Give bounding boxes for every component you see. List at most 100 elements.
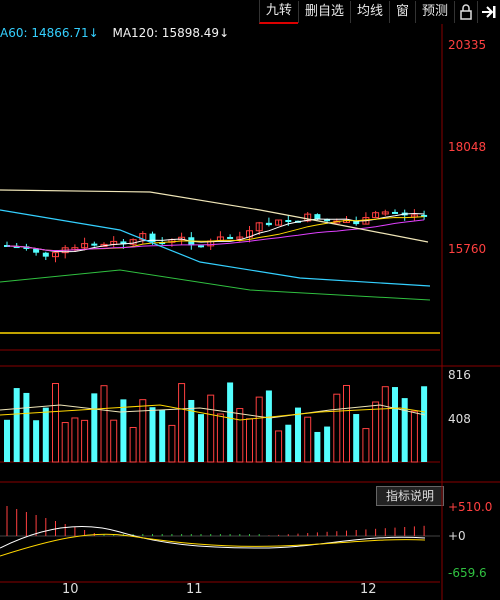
volume-bar [120,399,127,462]
volume-bar [81,419,89,463]
volume-bar [401,398,408,462]
candle-body [42,252,49,257]
candle-body [227,236,234,239]
moving-average-legend: A60: 14866.71↓ MA120: 15898.49↓ [0,26,229,40]
ma120-value: MA120: 15898.49↓ [112,26,230,40]
macd-dif-line [0,525,426,549]
volume-bar [207,394,215,463]
candle-body [236,236,244,240]
volume-bar [23,392,30,462]
volume-bar [381,386,389,463]
ma120-line [0,189,429,243]
chart-toolbar: 九转 删自选 均线 窗 预测 [258,0,500,24]
candle-body [381,211,389,215]
toolbar-remove-watchlist-button[interactable]: 删自选 [297,1,350,23]
volume-bar [168,424,176,463]
volume-bar [227,382,234,462]
lock-icon[interactable] [454,1,477,23]
candle-body [314,214,321,219]
volume-bar [275,430,283,463]
volume-bar [100,385,108,463]
volume-bar [71,417,79,463]
volume-bar [149,407,156,462]
volume-bar [285,424,292,462]
volume-bar [61,422,69,463]
price-axis-mid: 18048 [448,140,487,154]
candle-body [324,218,331,222]
volume-ma2-line [0,404,426,421]
ma30-line [0,269,431,301]
volume-bar [198,414,204,462]
volume-bar [324,426,331,462]
ma5-line [6,212,425,253]
toolbar-window-button[interactable]: 窗 [388,1,415,23]
candle-body [372,212,380,219]
volume-bar [188,399,195,462]
candle-body [149,233,156,243]
volume-bar [236,408,244,463]
candle-body [52,252,59,258]
price-axis-low: 15760 [448,242,487,256]
candle-body [265,222,272,226]
toolbar-jiuzhuan-button[interactable]: 九转 [258,0,298,24]
candle-body [421,214,428,217]
macd-axis-zero: +0 [448,529,466,543]
candle-body [23,246,30,249]
candle-body [353,220,360,225]
volume-bar [110,419,118,463]
toolbar-moving-average-button[interactable]: 均线 [349,1,389,23]
candle-body [81,243,89,249]
volume-bar [421,386,428,462]
candle-body [392,211,398,214]
macd-axis-high: +510.0 [448,500,493,514]
date-label-12: 12 [360,582,377,597]
macd-dea-line [0,533,426,557]
candle-body [275,219,283,226]
volume-bar [372,401,380,463]
volume-bar [265,390,272,462]
candle-body [159,242,166,245]
volume-bar [139,399,147,463]
volume-axis-mid: 408 [448,412,471,426]
volume-ma-line [0,404,426,419]
volume-bar [4,419,10,462]
candle-body [91,243,98,246]
volume-bar [314,431,321,462]
volume-bar [33,420,40,462]
volume-bar [159,410,166,462]
volume-bar [216,413,224,463]
volume-bar [13,388,20,462]
candle-body [198,245,204,248]
candle-body [255,222,263,232]
ma60-value: A60: 14866.71↓ [0,26,99,40]
volume-bar [333,393,341,463]
volume-bar [304,416,312,463]
volume-bar [343,384,350,463]
ma60-line [0,209,431,287]
toolbar-forecast-button[interactable]: 预测 [414,1,454,23]
volume-bar [129,426,137,463]
date-label-11: 11 [186,582,203,597]
volume-bar [42,407,49,462]
jump-to-end-icon[interactable] [477,1,500,23]
volume-axis-high: 816 [448,368,471,382]
volume-bar [91,393,98,462]
date-label-10: 10 [62,582,79,597]
volume-bar [362,428,370,463]
ma20-line [6,219,425,252]
candle-body [285,220,292,223]
candle-body [13,246,20,249]
candle-body [120,241,127,245]
volume-bar [178,383,186,463]
volume-bar [255,396,263,463]
price-axis-top: 20335 [448,38,487,52]
candle-body [33,248,40,253]
macd-axis-low: -659.6 [448,566,487,580]
indicator-help-button[interactable]: 指标说明 [376,486,444,506]
volume-bar [392,387,398,462]
candle-body [304,213,312,222]
volume-bar [353,414,360,462]
candle-body [178,236,186,241]
volume-bar [246,418,253,463]
